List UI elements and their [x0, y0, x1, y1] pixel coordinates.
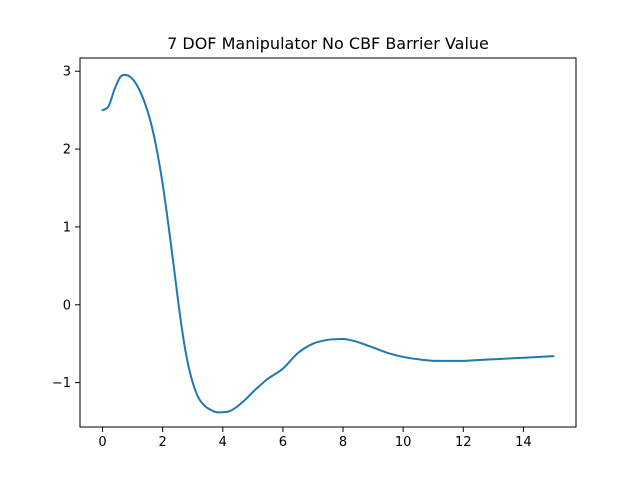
chart-title: 7 DOF Manipulator No CBF Barrier Value: [167, 34, 489, 53]
axes-frame: [79, 57, 577, 428]
y-tick-label: 2: [63, 143, 71, 158]
x-tick-label: 8: [339, 435, 347, 450]
y-tick-label: 0: [63, 298, 71, 313]
plot-area: [101, 73, 555, 414]
series-line-0: [101, 73, 555, 414]
y-tick-label: 1: [63, 220, 71, 235]
y-tick-label: −1: [52, 376, 71, 391]
x-tick-label: 12: [455, 435, 472, 450]
x-tick-label: 14: [515, 435, 532, 450]
y-tick-label: 3: [63, 65, 71, 80]
x-tick-label: 4: [219, 435, 227, 450]
x-tick-label: 2: [159, 435, 167, 450]
x-tick-label: 10: [395, 435, 412, 450]
x-tick-label: 0: [98, 435, 106, 450]
x-tick-label: 6: [279, 435, 287, 450]
x-axis: 0 2 4 6 8 10 12 14: [98, 427, 532, 450]
y-axis: −1 0 1 2 3: [52, 65, 80, 391]
